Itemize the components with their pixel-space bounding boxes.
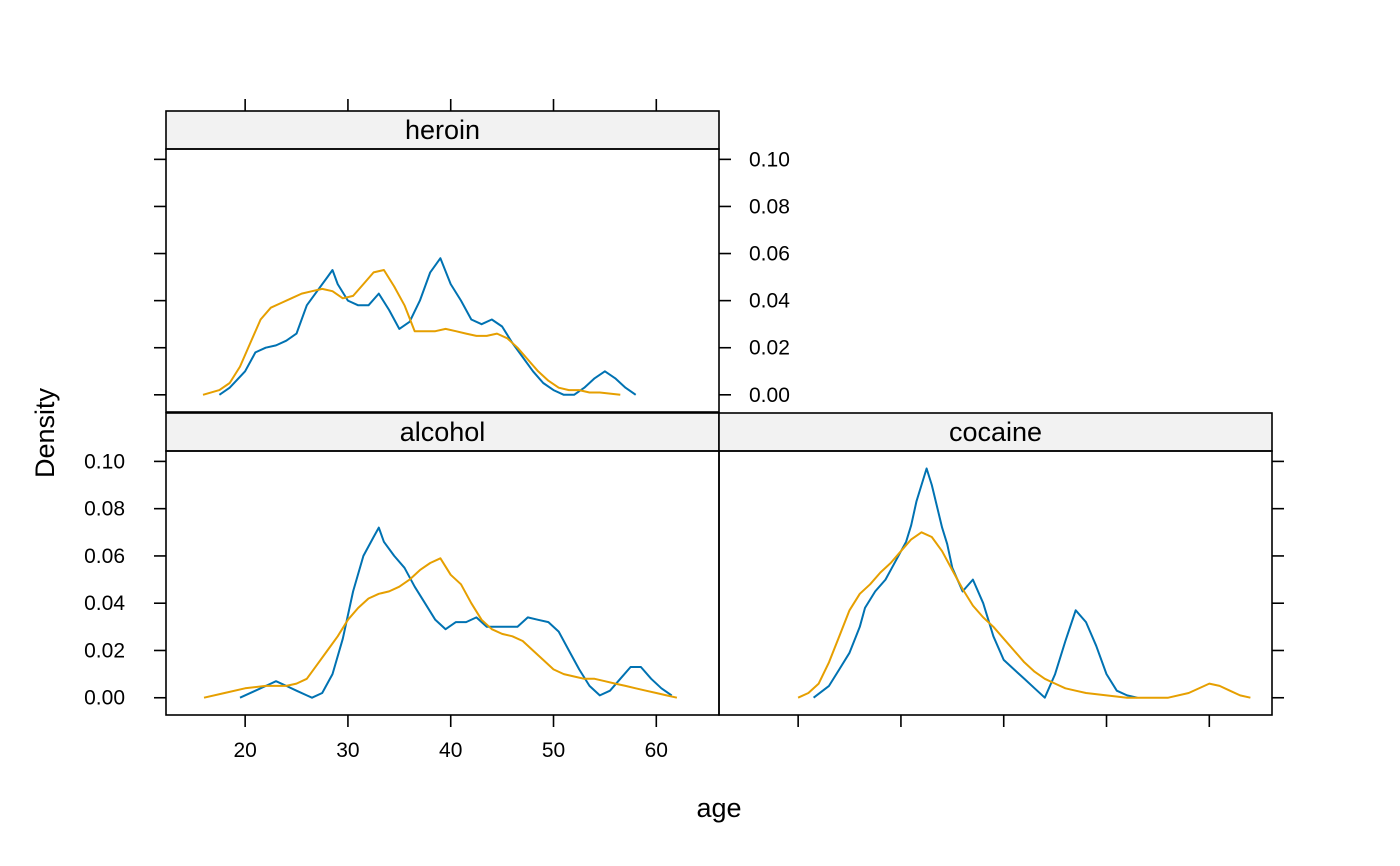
- x-axis-title: age: [696, 793, 741, 823]
- strip-label-heroin: heroin: [405, 115, 480, 145]
- y-axis-right-heroin-tick-label: 0.02: [749, 337, 790, 360]
- y-axis-left-alcohol-tick-label: 0.00: [84, 687, 125, 710]
- panels: heroin alcohol cocaine: [165, 110, 1273, 716]
- series-line-cocaine-blue: [812, 467, 1138, 699]
- x-axis-bottom-alcohol-tick-label: 50: [542, 739, 565, 762]
- x-axis-bottom-alcohol-tick-label: 30: [336, 739, 359, 762]
- series-line-alcohol-blue: [239, 526, 673, 699]
- y-axis-left-alcohol-tick-label: 0.06: [84, 545, 125, 568]
- panel-alcohol: alcohol: [165, 412, 720, 716]
- y-axis-right-heroin-tick-label: 0.06: [749, 243, 790, 266]
- panel-frame-heroin: [165, 148, 720, 413]
- y-axis-right-heroin-tick-label: 0.08: [749, 195, 790, 218]
- y-axis-left-alcohol-tick-label: 0.08: [84, 498, 125, 521]
- y-axis-left-alcohol-tick-label: 0.04: [84, 592, 125, 615]
- y-axis-right-heroin-tick-label: 0.00: [749, 384, 790, 407]
- panel-frame-alcohol: [165, 450, 720, 716]
- panel-frame-cocaine: [718, 450, 1273, 716]
- y-axis-right-heroin-tick-label: 0.10: [749, 148, 790, 171]
- axes: 20 30 40 50 60 0.00 0.02 0.04 0.06 0.08 0.10 0.00 0.…: [84, 99, 1284, 762]
- strip-label-alcohol: alcohol: [400, 417, 486, 447]
- x-axis-bottom-alcohol-tick-label: 20: [233, 739, 256, 762]
- strip-label-cocaine: cocaine: [949, 417, 1042, 447]
- x-axis-bottom-alcohol-tick-label: 40: [439, 739, 462, 762]
- strip-alcohol: [165, 412, 720, 452]
- panel-cocaine: cocaine: [718, 412, 1273, 716]
- y-axis-right-heroin-tick-label: 0.04: [749, 290, 790, 313]
- series-line-cocaine-orange: [797, 531, 1251, 699]
- y-axis-title: Density: [30, 387, 60, 478]
- panel-heroin: heroin: [165, 110, 720, 413]
- series-line-alcohol-orange: [203, 557, 678, 699]
- series-line-heroin-blue: [218, 257, 637, 396]
- y-axis-left-alcohol-tick-label: 0.10: [84, 450, 125, 473]
- series-line-heroin-orange: [202, 269, 621, 396]
- strip-heroin: [165, 110, 720, 150]
- x-axis-bottom-alcohol-tick-label: 60: [645, 739, 668, 762]
- y-axis-left-alcohol-tick-label: 0.02: [84, 639, 125, 662]
